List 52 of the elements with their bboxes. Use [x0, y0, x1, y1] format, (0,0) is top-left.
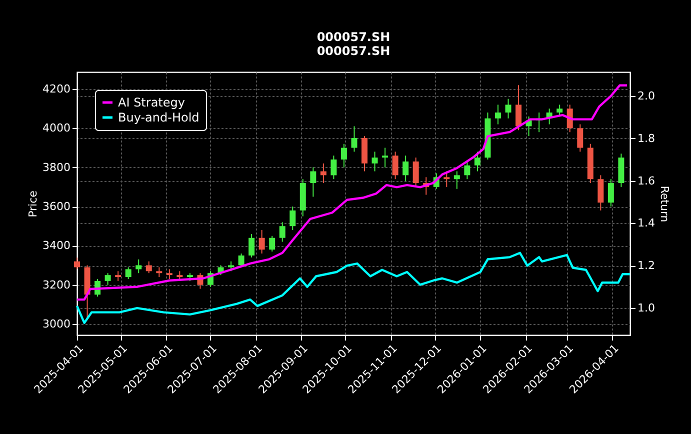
candlestick: [464, 160, 470, 180]
candlestick: [258, 230, 265, 254]
y2-tick-label: 1.4: [638, 216, 655, 230]
candlestick: [125, 266, 132, 280]
candlestick: [279, 222, 286, 242]
y-tick-label: 3800: [42, 160, 70, 174]
candlestick: [598, 174, 604, 211]
y-tick-label: 4200: [42, 82, 70, 96]
y-tick-label: 3200: [42, 278, 70, 292]
y-tick-label: 3400: [42, 239, 70, 252]
candlestick: [382, 147, 388, 168]
candlestick: [290, 206, 296, 231]
line-series: [76, 84, 628, 301]
candlestick: [372, 151, 378, 172]
y2-tick-label: 2.0: [638, 89, 655, 102]
candlestick: [115, 270, 122, 282]
candlestick: [577, 124, 584, 152]
y2-tick-label: 1.0: [638, 302, 655, 315]
y-tick-label: 3000: [42, 318, 70, 331]
candlestick: [494, 104, 501, 125]
candlestick: [248, 233, 255, 258]
line-series: [76, 252, 632, 324]
y-tick-label: 3600: [42, 200, 70, 214]
legend-label: Buy-and-Hold: [118, 110, 200, 124]
candlestick: [146, 260, 152, 274]
candlestick: [505, 98, 512, 119]
candlestick: [454, 170, 460, 190]
candlestick: [351, 126, 358, 152]
candlestick: [444, 170, 450, 188]
y2-tick-label: 1.2: [638, 259, 655, 272]
y2-tick-label: 1.8: [638, 132, 655, 145]
candlestick: [74, 256, 80, 270]
candlestick: [412, 157, 419, 188]
candlestick: [310, 166, 316, 198]
candlestick: [330, 155, 337, 180]
y2-tick-label: 1.6: [638, 174, 655, 188]
chart-subtitle: 000057.SH: [316, 44, 390, 58]
candlestick: [474, 151, 480, 172]
candlestick: [392, 151, 398, 180]
candlestick: [340, 143, 347, 168]
candlestick: [402, 155, 409, 182]
candlestick: [156, 266, 162, 278]
candlestick: [166, 268, 172, 280]
candlestick: [516, 84, 522, 131]
candlestick: [104, 272, 111, 286]
candlestick: [608, 178, 614, 208]
candlestick: [269, 235, 276, 252]
y-tick-label: 4000: [42, 122, 70, 135]
y-axis-title: Price: [26, 190, 40, 218]
chart-title: 000057.SH: [316, 30, 390, 44]
y2-axis-title: Return: [658, 186, 671, 222]
legend-label: AI Strategy: [118, 96, 185, 110]
